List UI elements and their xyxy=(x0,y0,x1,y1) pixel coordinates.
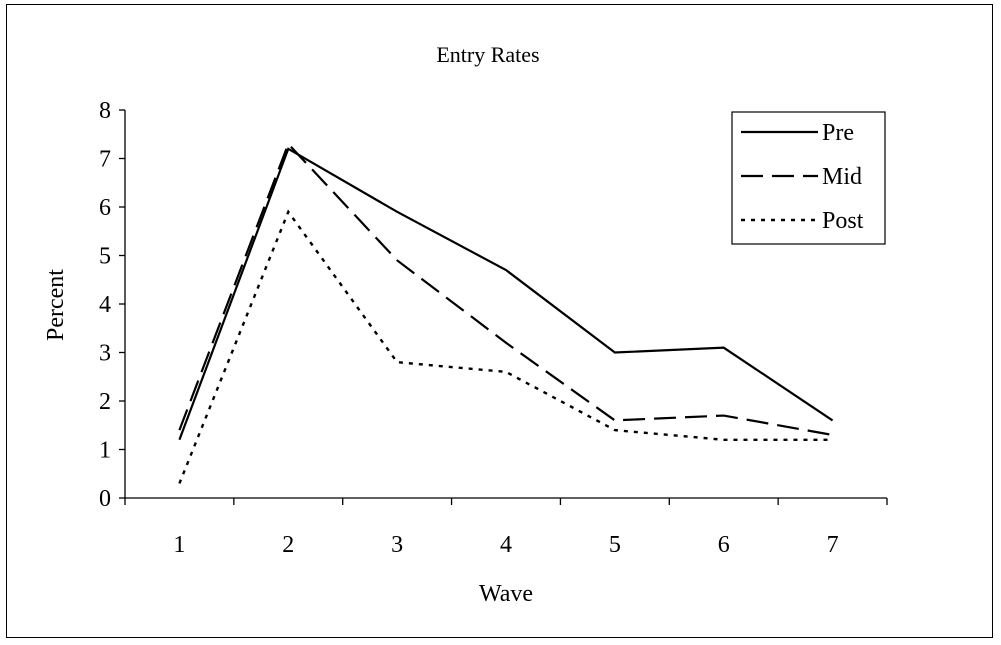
x-tick-label: 7 xyxy=(827,532,839,558)
series-line-mid xyxy=(178,141,833,437)
y-tick-label: 4 xyxy=(99,292,111,318)
chart-title: Entry Rates xyxy=(436,42,539,67)
y-tick-label: 6 xyxy=(99,195,111,221)
x-tick-label: 3 xyxy=(391,532,403,558)
y-tick-label: 0 xyxy=(99,486,111,512)
y-tick-label: 8 xyxy=(99,98,111,124)
x-axis-label: Wave xyxy=(479,581,533,607)
y-tick-label: 5 xyxy=(99,244,111,270)
legend-box xyxy=(731,111,886,245)
x-tick-label: 4 xyxy=(500,532,512,558)
x-tick-label: 1 xyxy=(173,532,185,558)
legend-label-post: Post xyxy=(822,208,864,234)
legend: Pre Mid Post xyxy=(731,111,886,245)
x-tick-label: 2 xyxy=(282,532,294,558)
series-line-post xyxy=(178,209,833,484)
y-tick-label: 1 xyxy=(99,438,111,464)
y-ticks: 0 1 2 3 4 5 6 7 8 xyxy=(99,98,125,512)
y-tick-label: 2 xyxy=(99,389,111,415)
y-tick-label: 7 xyxy=(99,147,111,173)
y-axis-label: Percent xyxy=(43,269,69,341)
legend-label-pre: Pre xyxy=(822,120,854,146)
series-lines xyxy=(178,141,834,484)
y-tick-label: 3 xyxy=(99,341,111,367)
x-ticks: 1 2 3 4 5 6 7 xyxy=(124,498,888,558)
x-tick-label: 6 xyxy=(718,532,730,558)
legend-label-mid: Mid xyxy=(822,164,862,190)
x-tick-label: 5 xyxy=(609,532,621,558)
series-line-pre xyxy=(178,147,834,441)
chart-frame xyxy=(6,4,993,638)
